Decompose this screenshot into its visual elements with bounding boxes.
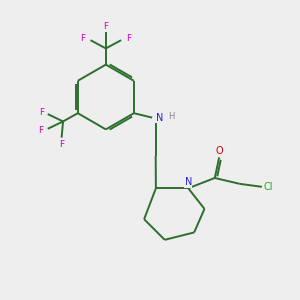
Text: F: F	[126, 34, 131, 43]
Text: N: N	[156, 112, 163, 123]
Text: O: O	[215, 146, 223, 156]
Text: F: F	[81, 34, 86, 43]
Text: N: N	[184, 177, 192, 188]
Text: F: F	[59, 140, 64, 148]
Text: F: F	[103, 22, 108, 31]
Text: F: F	[39, 108, 44, 117]
Text: Cl: Cl	[264, 182, 273, 192]
Text: F: F	[38, 126, 43, 135]
Text: H: H	[168, 112, 175, 121]
